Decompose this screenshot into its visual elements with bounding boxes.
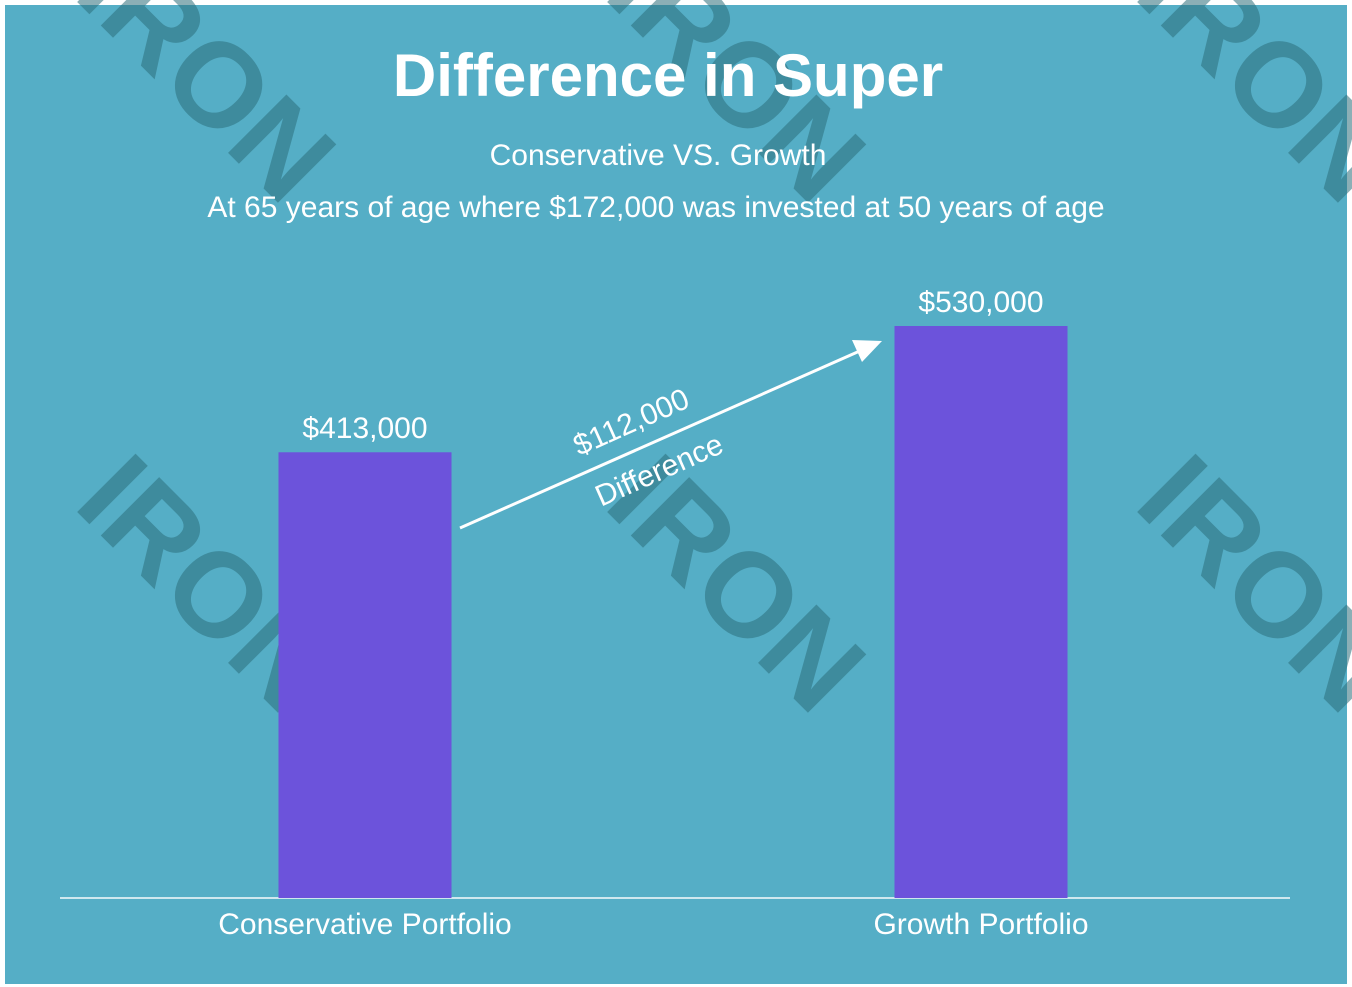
chart-title: Difference in Super <box>393 42 943 109</box>
arrow-line <box>459 348 863 530</box>
x-tick-label: Growth Portfolio <box>873 908 1088 941</box>
bar <box>894 326 1068 898</box>
value-label: $530,000 <box>918 286 1043 319</box>
x-tick-label: Conservative Portfolio <box>218 908 511 941</box>
chart-subtitle: At 65 years of age where $172,000 was in… <box>207 191 1104 224</box>
background <box>5 5 1347 984</box>
arrow-head <box>852 340 882 362</box>
bar <box>278 452 452 898</box>
chart-subtitle: Conservative VS. Growth <box>490 139 827 172</box>
value-label: $413,000 <box>302 412 427 445</box>
